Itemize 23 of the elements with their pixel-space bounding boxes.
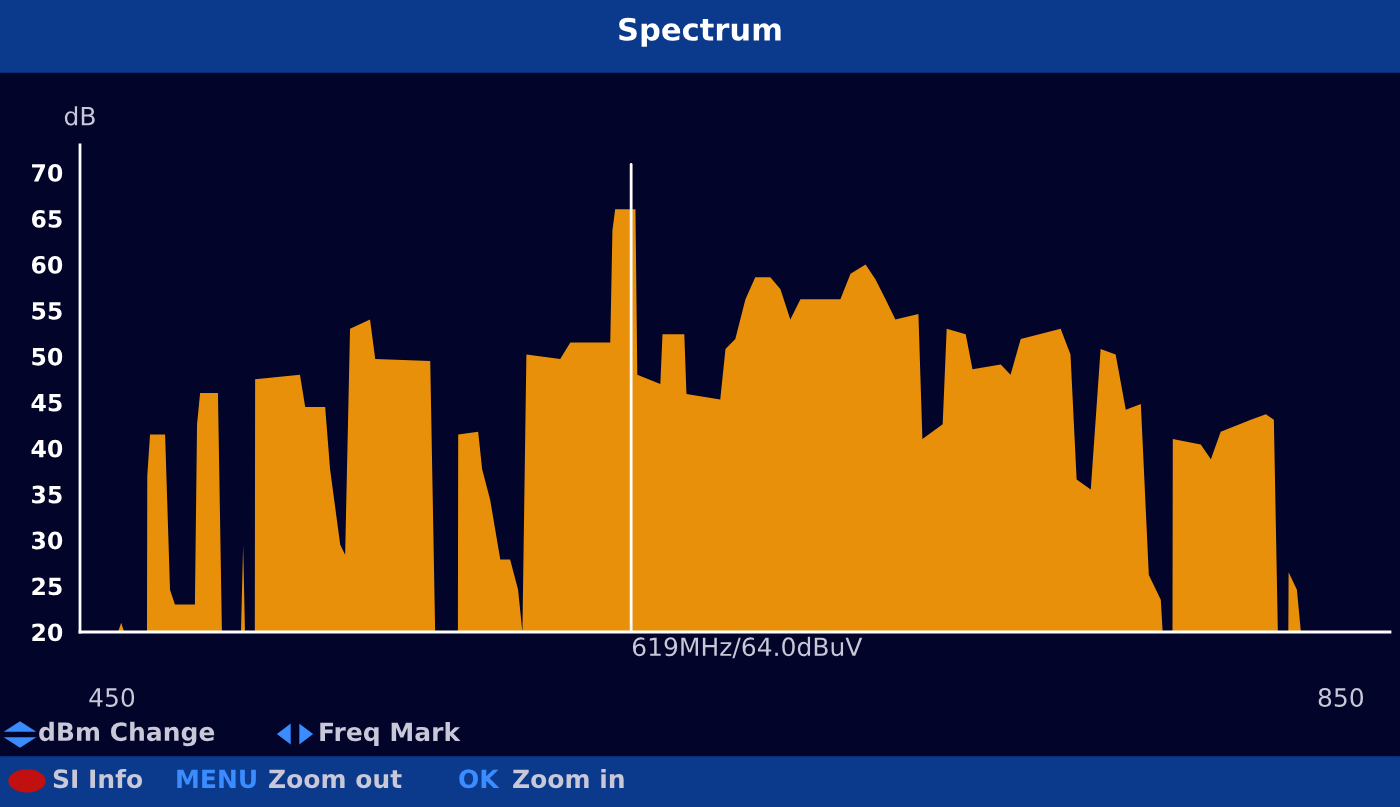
y-tick-label: 25 — [32, 577, 62, 596]
chart-title: Spectrum — [619, 17, 781, 47]
text: Zoom in — [513, 768, 624, 789]
y-axis-title: dB — [64, 106, 95, 126]
y-tick-label: 40 — [31, 439, 63, 458]
text: OK — [459, 769, 500, 789]
x-tick-label: 450 — [89, 688, 135, 707]
y-tick-label: 45 — [31, 394, 62, 412]
y-tick-label: 55 — [32, 302, 62, 320]
y-tick-label: 35 — [32, 485, 62, 504]
text: SI Info — [53, 768, 143, 789]
y-tick-label: 70 — [32, 164, 63, 182]
ref-line-label: 619MHz/64.0dBuV — [632, 636, 863, 659]
y-tick-label: 50 — [32, 347, 63, 366]
text: Zoom out — [269, 769, 402, 789]
text: MENU — [177, 769, 256, 789]
y-tick-label: 60 — [31, 255, 63, 274]
y-tick-label: 30 — [32, 531, 63, 550]
text: dBm Change — [39, 721, 215, 747]
y-tick-label: 65 — [31, 209, 62, 228]
x-tick-label: 850 — [1318, 688, 1364, 707]
text: Freq Mark — [320, 721, 461, 747]
y-tick-label: 20 — [32, 623, 63, 642]
